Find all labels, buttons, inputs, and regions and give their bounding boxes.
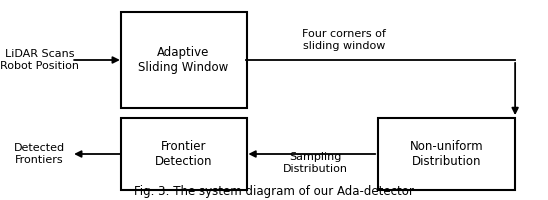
FancyBboxPatch shape [378, 118, 515, 190]
Text: Four corners of
sliding window: Four corners of sliding window [302, 29, 386, 51]
Text: Detected
Frontiers: Detected Frontiers [14, 143, 65, 165]
Text: Adaptive
Sliding Window: Adaptive Sliding Window [139, 46, 229, 74]
FancyBboxPatch shape [121, 118, 247, 190]
Text: LiDAR Scans
Robot Position: LiDAR Scans Robot Position [0, 49, 79, 71]
FancyBboxPatch shape [121, 12, 247, 108]
Text: Fig. 3: The system diagram of our Ada-detector: Fig. 3: The system diagram of our Ada-de… [134, 185, 414, 198]
Text: Frontier
Detection: Frontier Detection [155, 140, 212, 168]
Text: Sampling
Distribution: Sampling Distribution [283, 152, 347, 174]
Text: Non-uniform
Distribution: Non-uniform Distribution [410, 140, 483, 168]
